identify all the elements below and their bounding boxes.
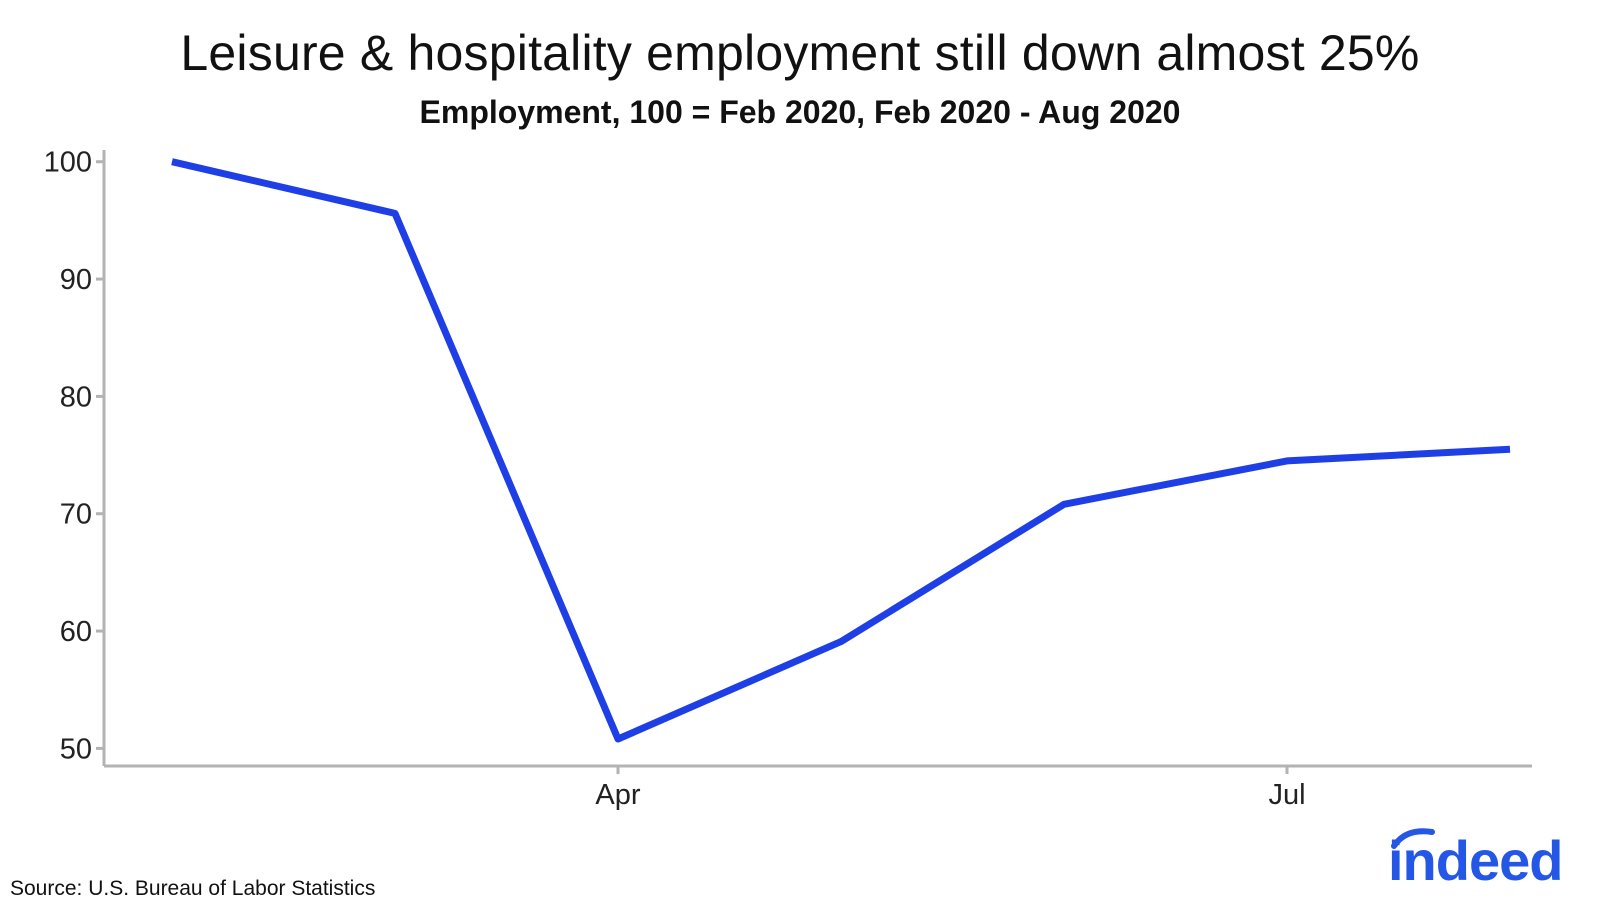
chart-title: Leisure & hospitality employment still d… [180,25,1420,81]
y-tick-label: 60 [60,616,92,648]
y-tick-label: 50 [60,733,92,765]
chart-subtitle: Employment, 100 = Feb 2020, Feb 2020 - A… [419,94,1181,130]
indeed-logo: indeed [1388,822,1584,902]
y-tick-label: 80 [60,381,92,413]
source-note: Source: U.S. Bureau of Labor Statistics [10,877,376,900]
x-tick-label: Apr [595,779,640,811]
series-group [171,158,1511,743]
series-line-0 [171,158,1511,743]
y-tick-label: 70 [60,499,92,531]
y-tick-label: 90 [60,264,92,296]
x-axis: Apr Jul [104,764,1532,811]
x-tick-label: Jul [1268,779,1305,811]
logo-wordmark: indeed [1388,829,1563,892]
y-tick-label: 100 [44,147,92,179]
logo-arc-icon [1391,828,1435,849]
y-axis: 100 90 80 70 60 50 [44,147,106,766]
